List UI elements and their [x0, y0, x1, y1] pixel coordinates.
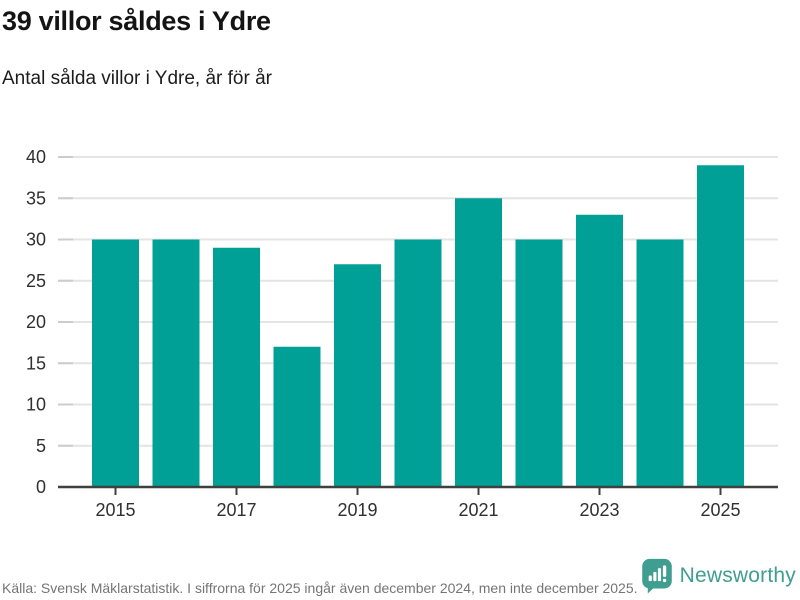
bar-chart: 0 5 10 15 20 25 30 35 40 2015 2017 2019 2021 2023 2025 [0, 140, 800, 535]
bar-2019 [334, 264, 381, 487]
x-tick-label: 2023 [579, 500, 619, 520]
bar-2017 [213, 247, 260, 487]
bar-2016 [152, 239, 200, 487]
x-tick-label: 2015 [95, 500, 135, 520]
brand-lockup: Newsworthy [641, 558, 800, 600]
bar-2024 [636, 239, 684, 487]
x-tick-label: 2021 [458, 500, 498, 520]
chart-subtitle: Antal sålda villor i Ydre, år för år [2, 68, 272, 89]
bar-2025 [697, 165, 744, 487]
y-tick-label: 5 [36, 436, 46, 456]
newsworthy-logo-icon [641, 558, 673, 594]
y-tick-label: 35 [26, 188, 46, 208]
brand-wordmark: Newsworthy [679, 564, 796, 587]
x-tick-label: 2025 [700, 500, 740, 520]
bar-2021 [455, 198, 502, 487]
bar-2022 [515, 239, 563, 487]
y-tick-label: 15 [26, 353, 46, 373]
footer: Källa: Svensk Mäklarstatistik. I siffror… [0, 552, 800, 600]
page-title: 39 villor såldes i Ydre [2, 6, 271, 36]
y-tick-label: 0 [36, 477, 46, 497]
bar-2023 [576, 214, 623, 487]
x-tick-label: 2017 [216, 500, 256, 520]
y-tick-label: 10 [26, 395, 46, 415]
y-tick-label: 40 [26, 147, 46, 167]
y-tick-label: 25 [26, 271, 46, 291]
y-tick-label: 20 [26, 312, 46, 332]
bar-2018 [273, 346, 321, 487]
x-tick-label: 2019 [337, 500, 377, 520]
y-tick-label: 30 [26, 230, 46, 250]
bar-2015 [92, 239, 139, 487]
bar-2020 [394, 239, 442, 487]
source-note: Källa: Svensk Mäklarstatistik. I siffror… [2, 580, 638, 596]
